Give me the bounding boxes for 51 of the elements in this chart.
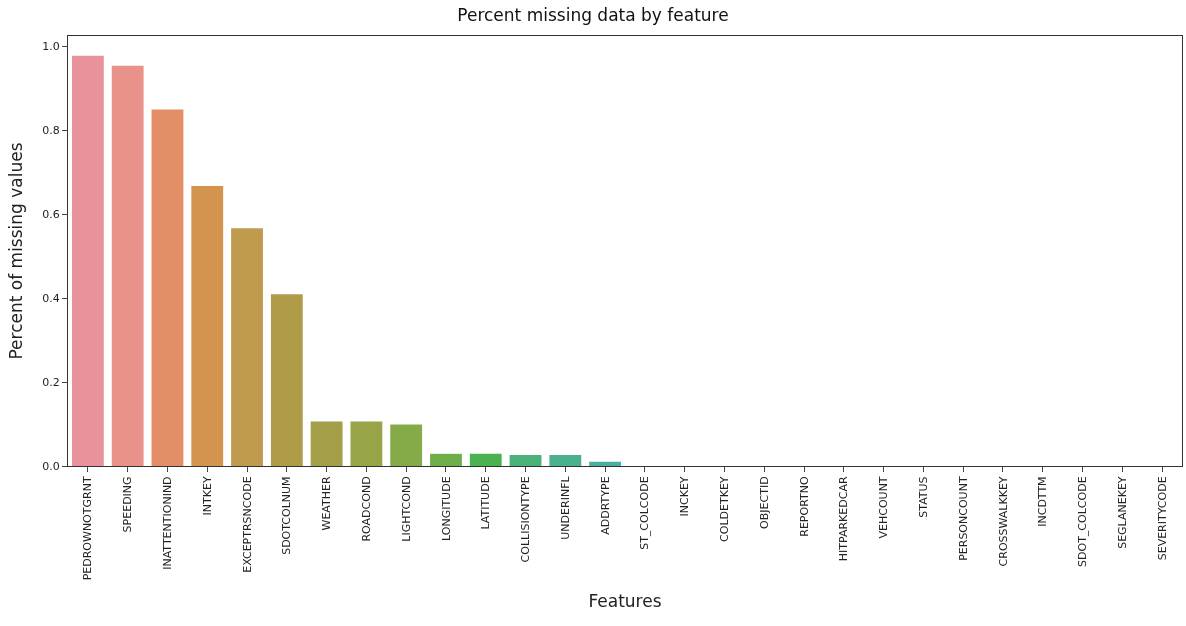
- bar: [71, 55, 104, 466]
- x-tick-label: INATTENTIONIND: [161, 476, 175, 570]
- chart-title: Percent missing data by feature: [457, 5, 729, 26]
- x-axis-title: Features: [588, 590, 662, 611]
- x-tick-label: INTKEY: [200, 476, 214, 516]
- bar: [509, 455, 542, 466]
- x-tick-label: INCDTTM: [1036, 476, 1050, 527]
- y-axis-title: Percent of missing values: [5, 142, 26, 360]
- x-tick-label: HITPARKEDCAR: [837, 476, 851, 562]
- x-tick-label: SDOT_COLCODE: [1076, 476, 1090, 567]
- bar: [589, 461, 622, 466]
- bar: [310, 421, 343, 466]
- x-tick-label: PERSONCOUNT: [956, 476, 970, 561]
- x-tick-label: STATUS: [916, 476, 930, 518]
- x-tick-label: SEVERITYCODE: [1155, 476, 1169, 561]
- x-tick-label: LIGHTCOND: [399, 476, 413, 542]
- bar: [270, 294, 303, 466]
- x-tick-label: OBJECTID: [757, 476, 771, 529]
- bar: [390, 424, 423, 466]
- y-tick-label: 1.0: [42, 39, 60, 53]
- x-tick-label: ST_COLCODE: [638, 476, 652, 550]
- x-tick-label: INCKEY: [678, 476, 692, 517]
- x-tick-label: SEGLANEKEY: [1115, 476, 1129, 549]
- x-tick-label: ADDRTYPE: [598, 476, 612, 535]
- x-tick-label: SPEEDING: [121, 476, 135, 533]
- y-tick-label: 0.8: [42, 123, 60, 137]
- x-tick-label: UNDERINFL: [558, 475, 572, 540]
- y-tick-label: 0.6: [42, 207, 60, 221]
- y-tick-label: 0.4: [42, 291, 60, 305]
- x-tick-label: LATITUDE: [479, 476, 493, 530]
- bar: [430, 453, 462, 466]
- x-tick-label: SDOTCOLNUM: [280, 476, 294, 555]
- x-tick-label: ROADCOND: [359, 476, 373, 542]
- bar: [231, 228, 263, 466]
- x-tick-label: PEDROWNOTGRNT: [81, 476, 95, 581]
- x-tick-label: COLLISIONTYPE: [519, 476, 533, 563]
- y-tick-label: 0.0: [42, 459, 60, 473]
- x-tick-label: WEATHER: [320, 476, 334, 531]
- x-tick-label: CROSSWALKKEY: [996, 476, 1010, 567]
- x-tick-label: VEHCOUNT: [877, 476, 891, 539]
- x-tick-label: COLDETKEY: [718, 476, 732, 542]
- bar: [191, 185, 224, 466]
- y-tick-label: 0.2: [42, 375, 60, 389]
- bar: [350, 421, 383, 466]
- bar: [549, 455, 582, 466]
- bar: [469, 453, 502, 466]
- bar: [151, 109, 184, 466]
- x-tick-label: EXCEPTRSNCODE: [240, 476, 254, 573]
- x-tick-label: LONGITUDE: [439, 476, 453, 541]
- x-tick-label: REPORTNO: [797, 476, 811, 537]
- bar: [111, 65, 144, 466]
